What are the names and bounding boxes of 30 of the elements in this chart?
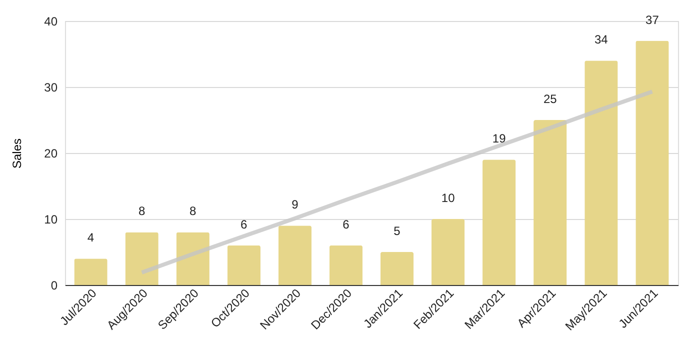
data-label: 6 bbox=[342, 217, 350, 232]
y-tick-label: 0 bbox=[50, 278, 58, 292]
y-tick-label: 30 bbox=[44, 80, 58, 94]
data-label: 6 bbox=[240, 217, 248, 232]
bar bbox=[534, 120, 567, 285]
y-tick-label: 10 bbox=[44, 212, 58, 226]
bar bbox=[278, 226, 312, 285]
y-axis-title: Sales bbox=[10, 138, 24, 169]
data-label: 34 bbox=[594, 32, 608, 47]
data-label: 25 bbox=[543, 92, 558, 106]
bar bbox=[482, 160, 516, 285]
bar bbox=[227, 245, 260, 285]
bar bbox=[74, 258, 108, 285]
data-label: 9 bbox=[292, 198, 299, 212]
line-series bbox=[140, 90, 654, 274]
y-tick-label: 40 bbox=[44, 14, 58, 28]
data-label: 8 bbox=[138, 204, 146, 218]
data-label: 37 bbox=[646, 12, 660, 27]
bar bbox=[380, 252, 414, 285]
bar bbox=[431, 219, 465, 285]
data-label: 5 bbox=[394, 224, 401, 238]
y-tick-label: 20 bbox=[44, 146, 58, 160]
bar bbox=[329, 245, 363, 285]
bar bbox=[125, 232, 158, 285]
data-label: 4 bbox=[87, 230, 94, 245]
data-label: 19 bbox=[492, 132, 506, 146]
bar bbox=[584, 60, 618, 285]
data-label: 10 bbox=[441, 191, 456, 205]
bar bbox=[636, 40, 669, 285]
data-label: 8 bbox=[190, 204, 197, 218]
